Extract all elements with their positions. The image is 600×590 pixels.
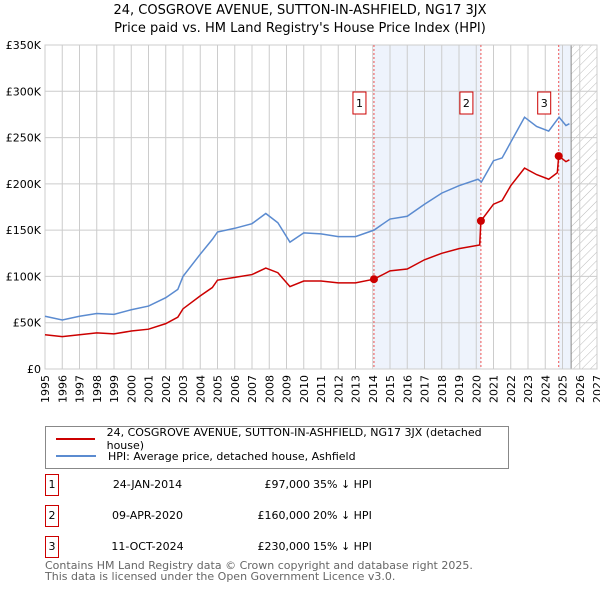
x-tick-label: 2017 [419, 375, 432, 403]
y-tick-label: £150K [6, 224, 42, 237]
x-tick-label: 2016 [401, 375, 414, 403]
x-tick-label: 2013 [350, 375, 363, 403]
sale-point [554, 152, 563, 161]
sale-badge: 1 [45, 474, 59, 496]
x-tick-label: 2026 [574, 375, 587, 403]
y-tick-label: £50K [13, 317, 42, 330]
sale-price: £160,000 [257, 509, 311, 522]
y-tick-label: £300K [6, 85, 42, 98]
series-line-property [44, 154, 570, 338]
x-tick-label: 2004 [194, 375, 207, 403]
sale-badge [352, 91, 367, 115]
sale-point [369, 275, 378, 284]
sale-row: 2 09-APR-2020 £160,000 20% ↓ HPI [45, 505, 545, 527]
x-tick-label: 2020 [470, 375, 483, 403]
projection-hatch [571, 45, 597, 369]
y-tick-label: £250K [6, 132, 42, 145]
shaded-period [558, 45, 572, 369]
x-tick-label: 2000 [125, 375, 138, 403]
legend-item-hpi: HPI: Average price, detached house, Ashf… [56, 448, 356, 464]
x-tick-label: 2003 [177, 375, 190, 403]
sale-hpi-diff: 15% ↓ HPI [313, 540, 372, 553]
sale-badge: 2 [45, 505, 59, 527]
legend-label: HPI: Average price, detached house, Ashf… [108, 449, 356, 463]
sale-price: £230,000 [257, 540, 311, 553]
x-tick-label: 2005 [212, 375, 225, 403]
sale-row: 1 24-JAN-2014 £97,000 35% ↓ HPI [45, 474, 545, 496]
sale-point [476, 216, 485, 225]
sale-badge-label: 2 [463, 97, 470, 110]
sale-badge [537, 91, 552, 115]
x-tick-label: 2015 [384, 375, 397, 403]
x-tick-label: 1995 [39, 375, 52, 403]
sale-date: 24-JAN-2014 [112, 478, 183, 491]
x-tick-label: 1996 [56, 375, 69, 403]
chart-subtitle: Price paid vs. HM Land Registry's House … [114, 21, 486, 36]
price-chart: 1995 1996 1997 1998 1999 2000 2001 2002 2003 2004… [6, 39, 600, 403]
y-tick-label: £100K [6, 270, 42, 283]
legend: 24, COSGROVE AVENUE, SUTTON-IN-ASHFIELD,… [45, 426, 509, 469]
x-tick-label: 2006 [229, 375, 242, 403]
x-tick-label: 1999 [108, 375, 121, 403]
x-tick-label: 2027 [591, 375, 600, 403]
legend-item-property: 24, COSGROVE AVENUE, SUTTON-IN-ASHFIELD,… [56, 426, 508, 452]
chart-title: 24, COSGROVE AVENUE, SUTTON-IN-ASHFIELD,… [113, 3, 487, 18]
y-tick-label: £350K [6, 39, 42, 52]
sale-badge-label: 3 [541, 97, 548, 110]
y-tick-label: £200K [6, 178, 42, 191]
sale-badge [459, 91, 474, 115]
footer-copyright: Contains HM Land Registry data © Crown c… [45, 559, 473, 572]
x-tick-label: 2024 [539, 375, 552, 403]
x-tick-label: 2022 [505, 375, 518, 403]
sale-badge: 3 [45, 536, 59, 558]
x-tick-label: 2002 [160, 375, 173, 403]
x-tick-label: 1997 [74, 375, 87, 403]
y-tick-label: £0 [27, 363, 41, 376]
x-tick-label: 2012 [332, 375, 345, 403]
x-tick-label: 2010 [298, 375, 311, 403]
sale-date: 09-APR-2020 [111, 509, 184, 522]
x-tick-label: 2023 [522, 375, 535, 403]
plot-frame [44, 44, 598, 370]
sale-row: 3 11-OCT-2024 £230,000 15% ↓ HPI [45, 536, 545, 558]
legend-swatch [56, 455, 96, 457]
sale-hpi-diff: 20% ↓ HPI [313, 509, 372, 522]
x-tick-label: 2009 [281, 375, 294, 403]
sale-price: £97,000 [264, 478, 311, 491]
series-line-hpi [44, 115, 570, 321]
x-tick-label: 2014 [367, 375, 380, 403]
x-tick-label: 1998 [91, 375, 104, 403]
legend-label: 24, COSGROVE AVENUE, SUTTON-IN-ASHFIELD,… [106, 426, 482, 452]
sale-badge-label: 1 [356, 97, 363, 110]
x-tick-label: 2021 [488, 375, 501, 403]
x-tick-label: 2018 [436, 375, 449, 403]
sale-hpi-diff: 35% ↓ HPI [313, 478, 372, 491]
x-tick-label: 2001 [143, 375, 156, 403]
x-tick-label: 2019 [453, 375, 466, 403]
x-tick-label: 2011 [315, 375, 328, 403]
x-tick-label: 2007 [246, 375, 259, 403]
x-tick-label: 2025 [557, 375, 570, 403]
legend-swatch [56, 438, 95, 440]
x-tick-label: 2008 [263, 375, 276, 403]
footer-licence: This data is licensed under the Open Gov… [45, 570, 396, 583]
sale-date: 11-OCT-2024 [111, 540, 184, 553]
